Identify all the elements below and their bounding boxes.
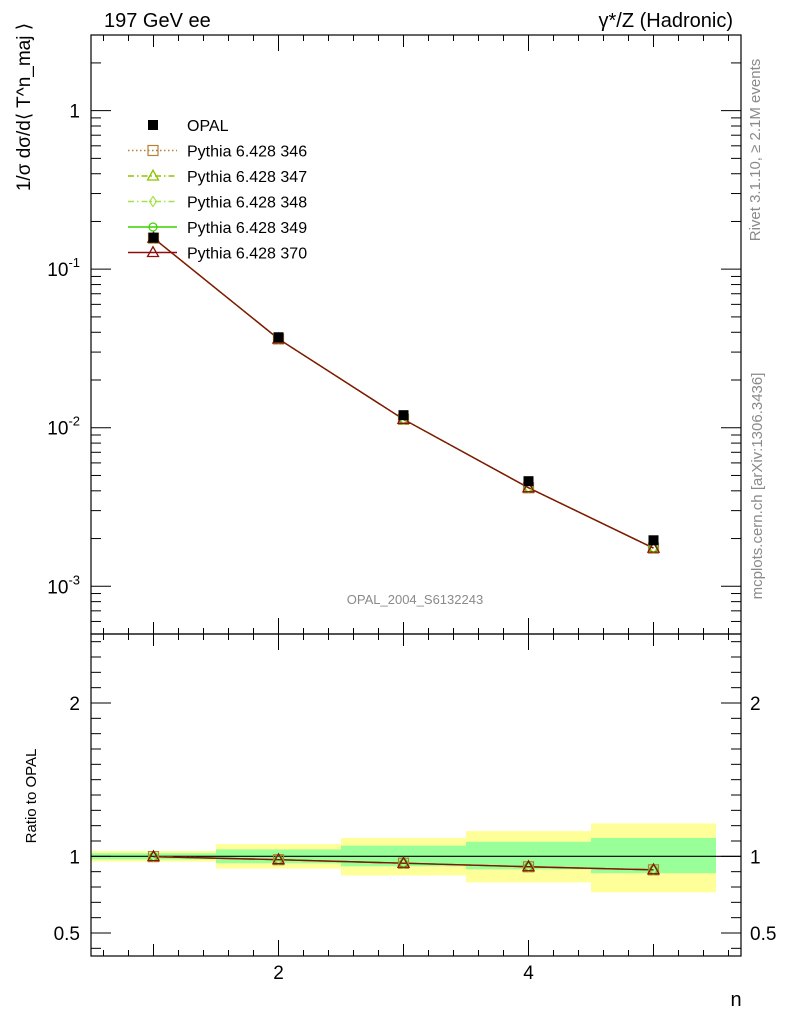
header-left: 197 GeV ee (104, 10, 211, 32)
mc-marker (646, 541, 661, 553)
main-y-tick-label: 10-2 (47, 414, 80, 440)
data-point (148, 232, 159, 243)
ratio-band-inner (466, 841, 591, 870)
x-axis-label: n (730, 989, 741, 1011)
header-right: γ*/Z (Hadronic) (599, 10, 733, 32)
ratio-marker (646, 862, 661, 875)
mc-marker (521, 480, 536, 493)
mcplots-label: mcplots.cern.ch [arXiv:1306.3436] (749, 373, 766, 600)
mc-series-line (153, 237, 654, 549)
mc-series-line (153, 237, 654, 549)
data-point (648, 535, 659, 546)
mc-series-line (153, 237, 654, 549)
main-panel: 10-3 10-2 10-1 1 (47, 34, 742, 635)
ratio-y-tick-label-right: 0.5 (750, 924, 776, 945)
main-y-axis-label-text: 1/σ dσ/d⟨ T^n_maj ⟩ (14, 23, 35, 191)
legend-marker (146, 168, 160, 181)
legend-label: Pythia 6.428 347 (187, 169, 307, 186)
legend-label: Pythia 6.428 370 (187, 246, 307, 263)
main-y-tick-label: 10-3 (47, 572, 80, 598)
ratio-marker (146, 849, 161, 862)
x-tick-label: 2 (273, 963, 284, 984)
data-point (523, 476, 534, 487)
main-y-tick-label: 1 (69, 102, 80, 123)
ratio-y-tick-label: 2 (69, 694, 80, 715)
ratio-band-inner (591, 837, 716, 874)
legend-marker (148, 195, 158, 208)
legend-label: Pythia 6.428 349 (187, 220, 307, 237)
legend-label: Pythia 6.428 348 (187, 195, 307, 212)
rivet-label: Rivet 3.1.10, ≥ 2.1M events (747, 59, 764, 242)
mc-series-line (153, 237, 654, 549)
main-y-axis-label: 1/σ dσ/d⟨ T^n_maj ⟩ (14, 23, 35, 191)
legend: OPAL Pythia 6.428 346 Pythia 6.428 347 Pyth… (128, 118, 307, 263)
ratio-y-tick-label-right: 1 (750, 847, 761, 868)
ratio-frame (90, 633, 742, 957)
legend-marker (147, 144, 159, 157)
legend-marker (146, 245, 160, 258)
ratio-marker (271, 852, 286, 865)
data-point (273, 332, 284, 343)
ratio-y-tick-label-right: 2 (750, 694, 761, 715)
legend-label: Pythia 6.428 346 (187, 144, 307, 161)
mc-series-line (153, 237, 654, 549)
legend-marker (148, 222, 158, 232)
ratio-marker (396, 856, 411, 868)
ratio-series-line (153, 855, 654, 871)
ratio-y-tick-label: 0.5 (54, 924, 80, 945)
ratio-marker (521, 859, 536, 872)
data-point (398, 410, 409, 421)
analysis-id: OPAL_2004_S6132243 (347, 592, 483, 607)
x-tick-label: 4 (523, 963, 534, 984)
ratio-y-axis-label: Ratio to OPAL (23, 749, 40, 844)
legend-label-opal: OPAL (187, 118, 229, 135)
legend-marker-opal (148, 120, 158, 130)
ratio-y-tick-label: 1 (69, 847, 80, 868)
main-y-tick-label: 10-1 (47, 255, 80, 281)
ratio-panel: 2 4 0.5 0.5 1 1 2 2 (54, 633, 776, 984)
